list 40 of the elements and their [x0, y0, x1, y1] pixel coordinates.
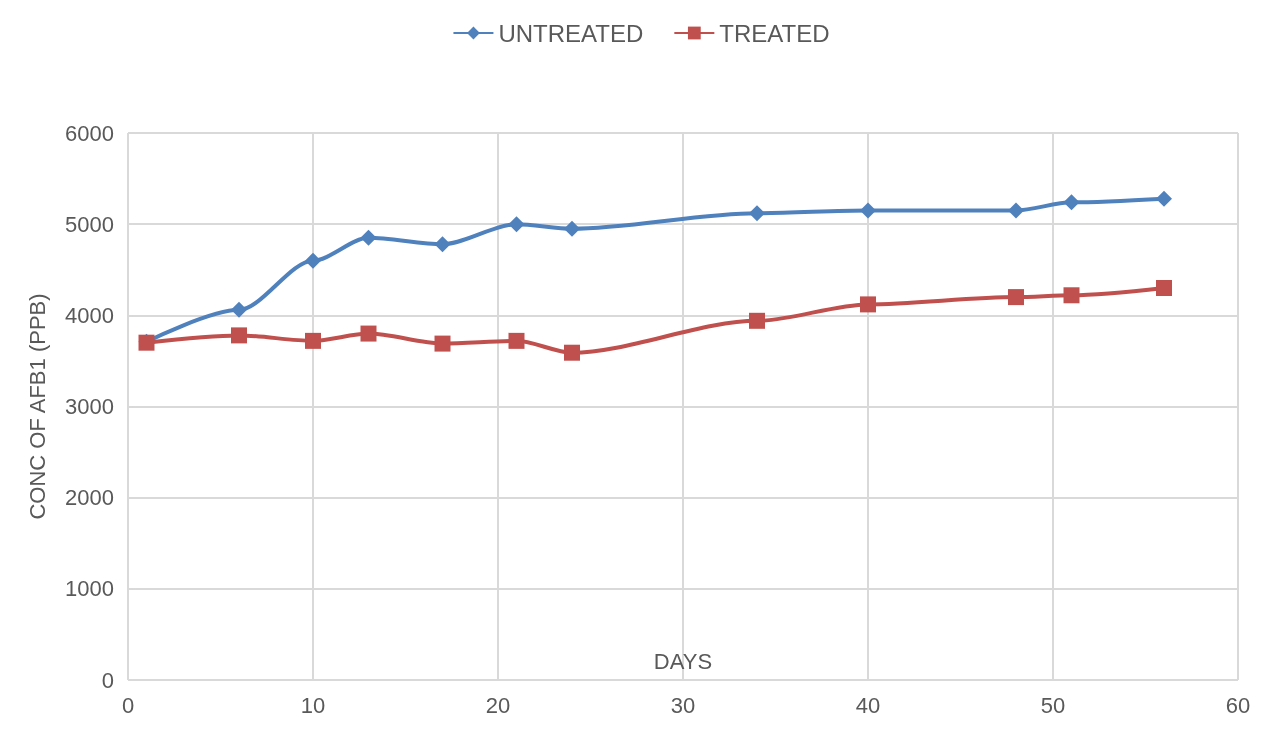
- point: [508, 332, 525, 349]
- point: [434, 236, 451, 253]
- point: [360, 325, 377, 342]
- point: [1063, 194, 1080, 211]
- y-tick-label: 2000: [65, 485, 114, 511]
- y-tick-label: 3000: [65, 394, 114, 419]
- point: [305, 252, 321, 269]
- point: [1063, 287, 1080, 304]
- x-tick-label: 0: [121, 692, 135, 718]
- point: [508, 216, 525, 233]
- point: [564, 344, 580, 361]
- y-tick-label: 1000: [65, 576, 114, 602]
- point: [749, 312, 765, 329]
- y-tick-label: 4000: [65, 302, 114, 328]
- x-tick-label: 10: [300, 692, 326, 718]
- point: [1156, 279, 1172, 296]
- legend-label: UNTREATED: [498, 19, 644, 47]
- point: [1008, 289, 1024, 306]
- y-tick-label: 6000: [65, 120, 114, 146]
- point: [305, 332, 321, 349]
- y-axis-title: CONC OF AFB1 (PPB): [24, 293, 50, 520]
- y-tick-label: 0: [101, 667, 114, 693]
- point: [231, 327, 247, 344]
- point: [360, 229, 377, 246]
- x-tick-label: 20: [485, 692, 511, 718]
- y-tick-label: 5000: [65, 211, 114, 237]
- point: [1156, 190, 1172, 207]
- x-axis-title: DAYS: [653, 648, 713, 674]
- point: [860, 296, 876, 313]
- point: [749, 205, 765, 222]
- x-tick-label: 50: [1040, 692, 1066, 718]
- x-tick-label: 60: [1225, 692, 1251, 718]
- point: [860, 202, 876, 219]
- point: [231, 301, 247, 318]
- x-tick-label: 30: [670, 692, 696, 718]
- point: [1008, 202, 1024, 219]
- point: [434, 335, 451, 352]
- point: [564, 220, 580, 237]
- x-tick-label: 40: [855, 692, 881, 718]
- legend-label: TREATED: [719, 19, 830, 47]
